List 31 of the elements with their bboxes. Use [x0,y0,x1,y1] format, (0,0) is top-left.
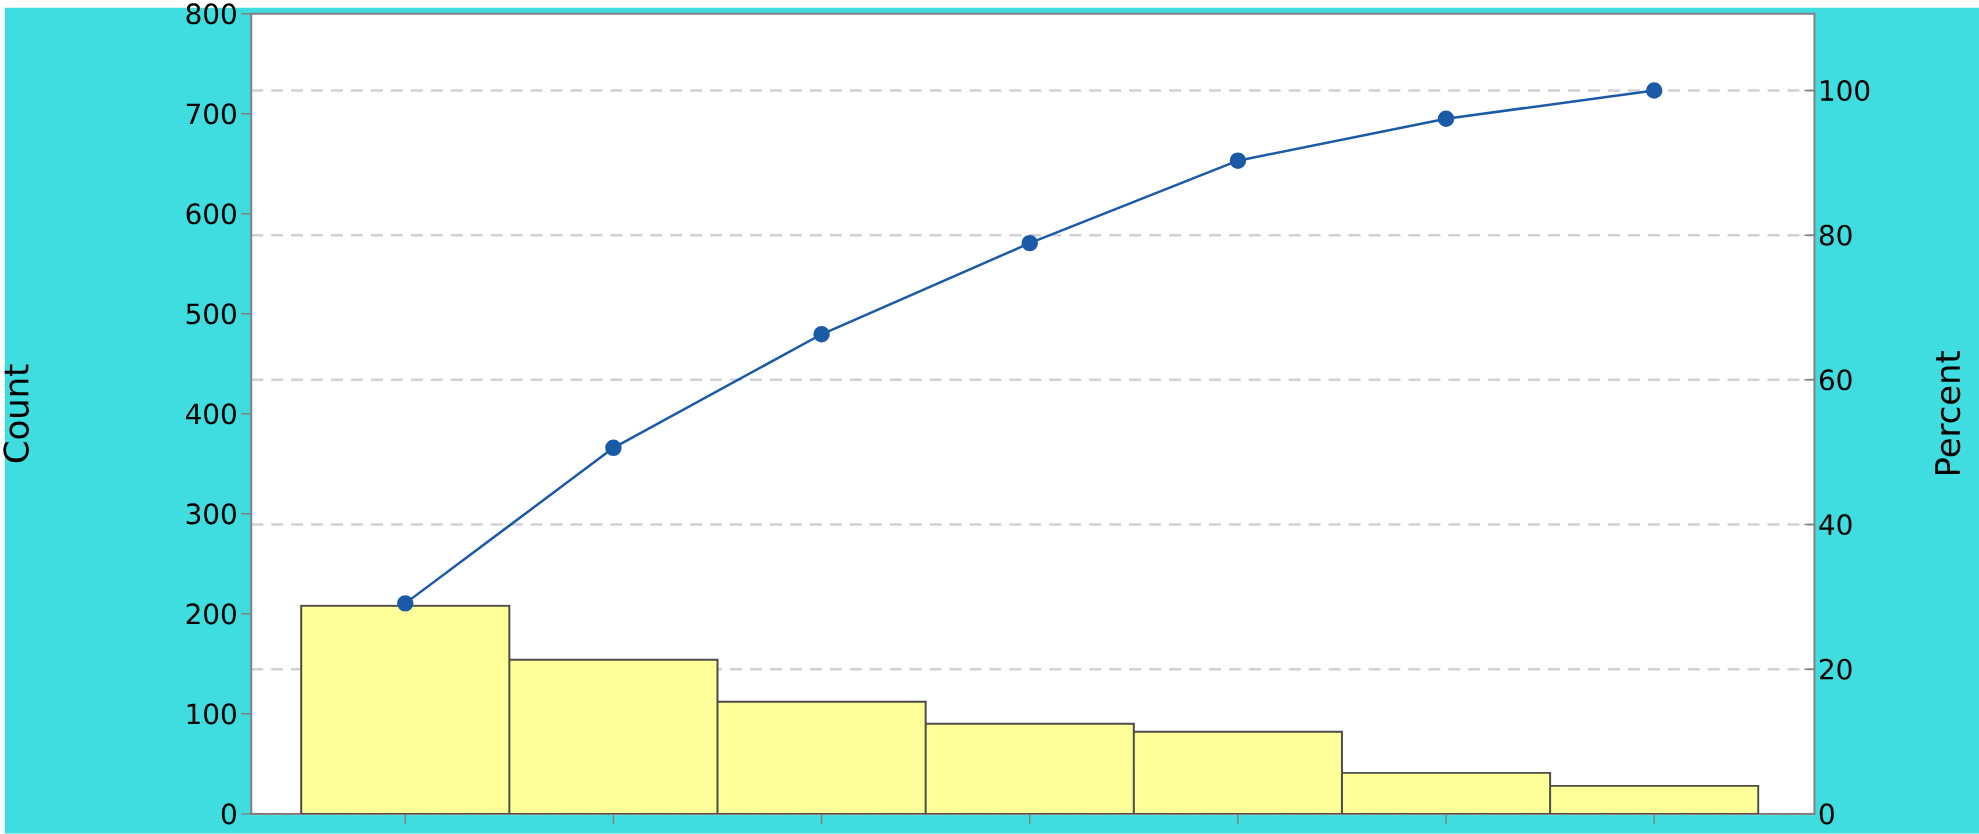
y2-tick-label: 80 [1819,224,1852,246]
y2-tick-label: 60 [1819,369,1852,391]
point [813,326,830,343]
point [1437,110,1455,128]
y-tick-label: 100 [187,703,236,725]
point [1021,234,1038,252]
point [605,439,622,457]
y2-axis-title: Percent [1935,351,1961,475]
point [397,595,414,612]
bar [300,604,511,814]
y-tick-label: 400 [185,403,236,425]
bar [1549,784,1760,814]
y2-tick-label: 40 [1819,514,1852,536]
y-tick-label: 200 [186,603,236,625]
bar [508,658,719,814]
y2-tick-label: 20 [1820,658,1852,680]
y-tick-label: 700 [186,103,236,125]
bar [1340,771,1552,814]
y2-tick-label: 0 [1819,803,1834,825]
y-axis-title: Count [3,364,29,463]
y-tick-label: 0 [221,803,236,825]
y-tick-label: 800 [186,3,236,25]
bar [716,700,927,814]
y2-tick-label: 100 [1821,80,1870,102]
y-tick-label: 300 [186,503,236,525]
point [1229,152,1247,169]
y-tick-label: 600 [186,203,236,225]
bar [924,722,1135,814]
point [1645,82,1663,99]
y-tick-label: 500 [186,303,236,325]
bar [1132,730,1343,814]
